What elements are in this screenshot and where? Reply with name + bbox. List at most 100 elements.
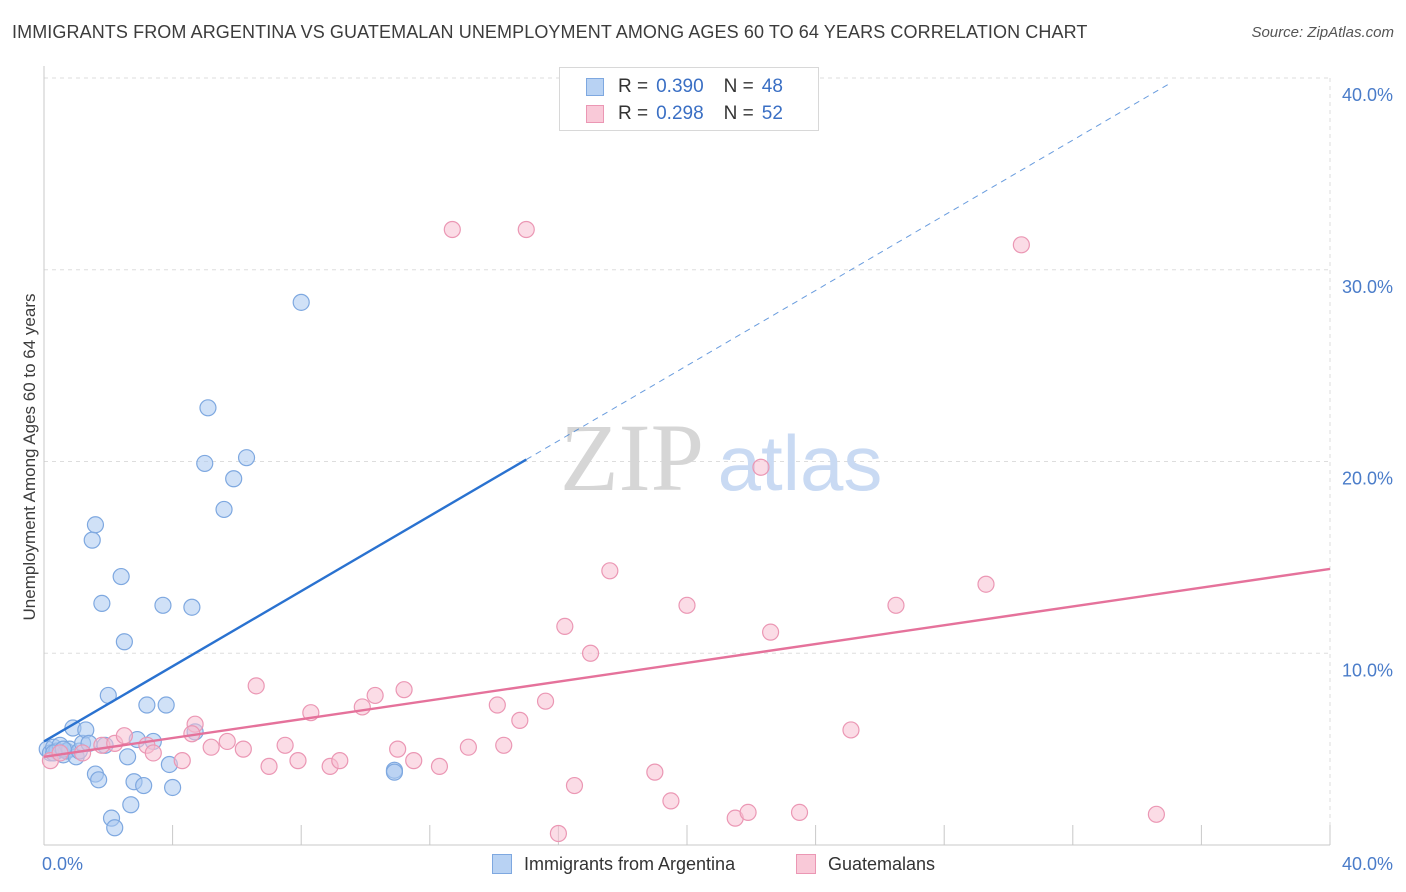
guatemalan-point bbox=[218, 732, 236, 751]
argentina-point bbox=[138, 696, 156, 714]
data-points bbox=[38, 220, 1165, 843]
legend-row-argentina: R = 0.390 N = 48 bbox=[586, 75, 783, 99]
guatemalan-point bbox=[366, 686, 384, 705]
guatemalan-point bbox=[144, 744, 162, 762]
argentina-point bbox=[83, 531, 101, 549]
y-tick-label: 40.0% bbox=[1342, 85, 1393, 105]
guatemalan-point bbox=[549, 824, 568, 843]
argentina-point bbox=[225, 470, 243, 488]
guatemalan-point bbox=[517, 220, 535, 239]
bottom-legend-label-argentina: Immigrants from Argentina bbox=[524, 853, 736, 874]
guatemalan-point bbox=[331, 752, 349, 770]
argentina-point bbox=[135, 776, 153, 795]
legend-r-label: R = bbox=[618, 103, 649, 124]
source-label: Source: ZipAtlas.com bbox=[1251, 24, 1394, 41]
bottom-legend-label-guatemalans: Guatemalans bbox=[828, 853, 936, 874]
argentina-point bbox=[86, 516, 105, 534]
guatemalan-point bbox=[761, 623, 780, 641]
argentina-trend-extension bbox=[525, 83, 1170, 461]
guatemalan-point bbox=[536, 692, 555, 710]
guatemalan-point bbox=[662, 792, 680, 810]
legend-n-label: N = bbox=[723, 103, 754, 124]
argentina-point bbox=[292, 293, 310, 311]
argentina-point bbox=[385, 763, 404, 781]
argentina-point bbox=[122, 796, 140, 814]
guatemalan-point bbox=[289, 752, 307, 770]
bottom-legend-guatemalans: Guatemalans bbox=[796, 852, 935, 876]
bottom-legend-swatch-pink bbox=[796, 854, 816, 874]
watermark-zip: ZIP bbox=[560, 404, 704, 511]
trend-lines bbox=[43, 83, 1331, 758]
guatemalan-point bbox=[459, 738, 477, 756]
argentina-point bbox=[115, 633, 133, 651]
argentina-point bbox=[118, 748, 137, 766]
argentina-point bbox=[93, 594, 111, 612]
argentina-point bbox=[112, 567, 130, 586]
guatemalan-point bbox=[511, 711, 529, 729]
guatemalan-point bbox=[601, 562, 619, 580]
argentina-point bbox=[154, 596, 172, 614]
watermark: ZIP atlas bbox=[560, 404, 882, 511]
x-tick-label: 40.0% bbox=[1342, 854, 1393, 874]
guatemalan-point bbox=[173, 752, 191, 770]
argentina-point bbox=[164, 778, 182, 797]
guatemalan-point bbox=[260, 757, 278, 775]
x-tick-label: 0.0% bbox=[42, 854, 83, 874]
guatemalan-point bbox=[353, 698, 371, 716]
chart-title: IMMIGRANTS FROM ARGENTINA VS GUATEMALAN … bbox=[12, 22, 1088, 42]
legend-n-value: 48 bbox=[761, 76, 783, 97]
bottom-legend-swatch-blue bbox=[492, 854, 512, 874]
guatemalan-point bbox=[389, 740, 407, 758]
legend-r-label: R = bbox=[618, 76, 649, 97]
argentina-point bbox=[157, 696, 175, 714]
guatemalan-point bbox=[646, 763, 664, 781]
guatemalan-point bbox=[1012, 236, 1030, 254]
legend-n-label: N = bbox=[723, 76, 754, 97]
argentina-point bbox=[196, 454, 214, 473]
guatemalan-point bbox=[276, 736, 294, 754]
guatemalan-point bbox=[395, 681, 413, 699]
guatemalan-point bbox=[443, 220, 461, 239]
guatemalan-point bbox=[1147, 805, 1165, 823]
guatemalan-point bbox=[234, 740, 252, 758]
argentina-point bbox=[215, 500, 233, 519]
guatemalan-point bbox=[581, 644, 600, 662]
guatemalan-trend-line bbox=[43, 567, 1331, 758]
legend-row-guatemalans: R = 0.298 N = 52 bbox=[586, 102, 783, 126]
y-tick-label: 20.0% bbox=[1342, 469, 1393, 489]
tick-labels: 10.0% 20.0% 30.0% 40.0% 0.0% 40.0% bbox=[42, 85, 1393, 874]
y-tick-label: 30.0% bbox=[1342, 277, 1393, 297]
argentina-point bbox=[183, 598, 201, 616]
guatemalan-point bbox=[790, 803, 809, 822]
watermark-atlas: atlas bbox=[718, 419, 883, 507]
guatemalan-point bbox=[678, 596, 696, 614]
guatemalan-point bbox=[565, 776, 584, 795]
y-tick-label: 10.0% bbox=[1342, 660, 1393, 680]
correlation-legend: R = 0.390 N = 48 R = 0.298 N = 52 bbox=[559, 67, 819, 131]
legend-swatch-blue bbox=[586, 78, 604, 96]
bottom-legend-argentina: Immigrants from Argentina bbox=[492, 852, 735, 876]
argentina-point bbox=[106, 819, 124, 837]
guatemalan-point bbox=[842, 721, 860, 739]
guatemalan-point bbox=[739, 803, 757, 822]
guatemalan-point bbox=[430, 757, 449, 775]
legend-n-value: 52 bbox=[761, 103, 783, 124]
guatemalan-point bbox=[405, 752, 423, 770]
argentina-point bbox=[90, 771, 108, 789]
argentina-point bbox=[237, 449, 256, 467]
guatemalan-point bbox=[202, 738, 220, 756]
guatemalan-point bbox=[887, 596, 905, 614]
guatemalan-point bbox=[115, 727, 133, 745]
guatemalan-point bbox=[752, 458, 770, 476]
argentina-point bbox=[199, 399, 217, 417]
legend-swatch-pink bbox=[586, 105, 604, 123]
guatemalan-point bbox=[495, 736, 513, 754]
guatemalan-point bbox=[488, 696, 506, 714]
legend-r-value: 0.298 bbox=[656, 103, 704, 124]
guatemalan-point bbox=[556, 617, 574, 636]
guatemalan-point bbox=[977, 575, 995, 593]
guatemalan-point bbox=[247, 677, 265, 695]
legend-r-value: 0.390 bbox=[656, 76, 704, 97]
